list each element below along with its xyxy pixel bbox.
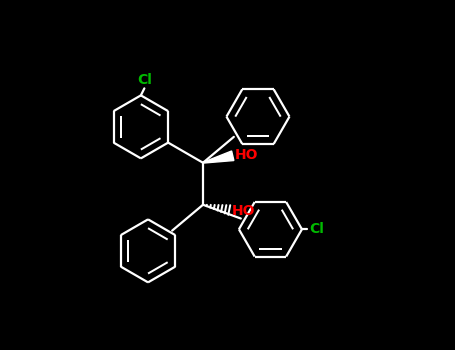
Text: HO: HO <box>231 204 255 218</box>
Polygon shape <box>203 151 234 163</box>
Text: Cl: Cl <box>309 222 324 236</box>
Text: Cl: Cl <box>137 73 152 87</box>
Text: HO: HO <box>235 148 258 162</box>
